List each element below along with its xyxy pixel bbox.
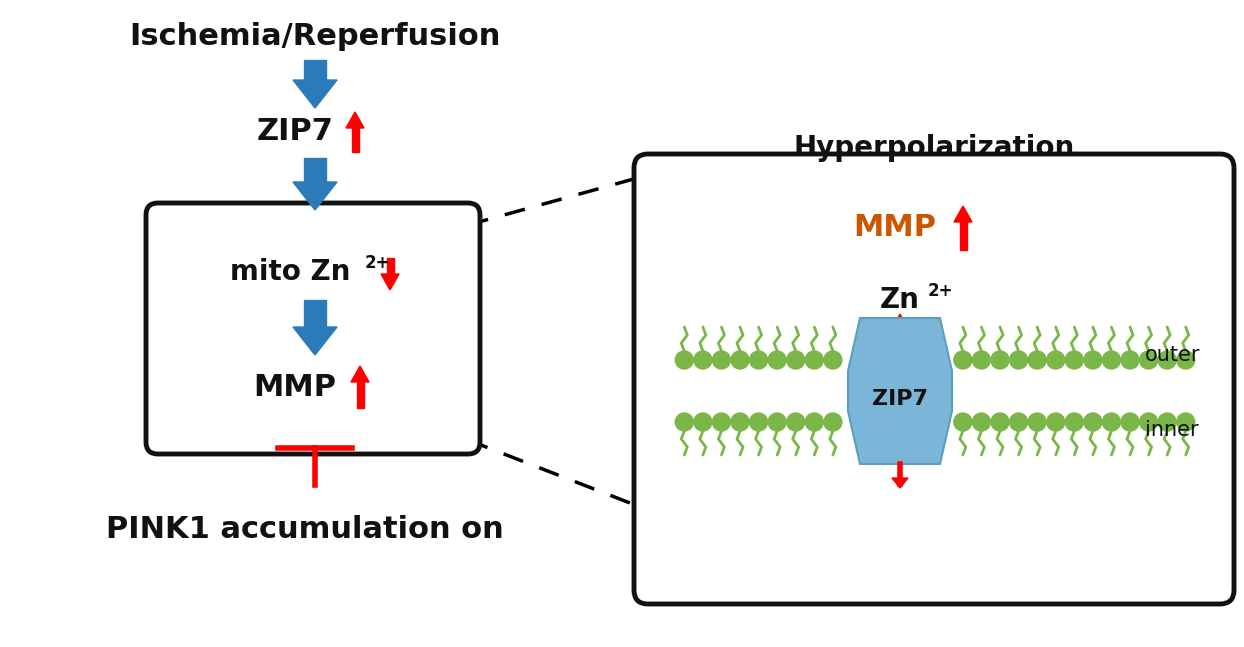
Circle shape [954, 351, 972, 369]
Circle shape [824, 413, 842, 431]
Text: Hyperpolarization: Hyperpolarization [794, 134, 1075, 162]
Polygon shape [892, 478, 908, 488]
Circle shape [1046, 351, 1065, 369]
Circle shape [973, 413, 990, 431]
Text: inner: inner [1144, 420, 1199, 440]
Polygon shape [294, 182, 337, 210]
Polygon shape [891, 314, 909, 330]
Polygon shape [954, 206, 972, 222]
Bar [304, 300, 326, 327]
Circle shape [973, 351, 990, 369]
FancyBboxPatch shape [146, 203, 480, 454]
Circle shape [1010, 351, 1028, 369]
Text: MMP: MMP [853, 214, 937, 243]
Text: PINK1 accumulation on: PINK1 accumulation on [106, 516, 504, 545]
Circle shape [1028, 413, 1046, 431]
Circle shape [1065, 351, 1084, 369]
Text: ZIP7: ZIP7 [256, 118, 333, 146]
Circle shape [1158, 413, 1176, 431]
Circle shape [786, 351, 805, 369]
Circle shape [991, 413, 1009, 431]
Circle shape [694, 351, 712, 369]
Circle shape [731, 351, 749, 369]
Polygon shape [294, 327, 337, 355]
Circle shape [1102, 413, 1121, 431]
Text: outer: outer [1144, 345, 1200, 365]
Circle shape [991, 351, 1009, 369]
Circle shape [1140, 413, 1158, 431]
Circle shape [954, 413, 972, 431]
Text: MMP: MMP [254, 373, 336, 402]
Circle shape [675, 351, 693, 369]
Circle shape [1010, 413, 1028, 431]
Circle shape [1084, 351, 1102, 369]
Circle shape [1158, 351, 1176, 369]
Circle shape [1065, 413, 1084, 431]
Polygon shape [848, 318, 952, 464]
Circle shape [786, 413, 805, 431]
Circle shape [1140, 351, 1158, 369]
Circle shape [805, 351, 824, 369]
Circle shape [713, 413, 730, 431]
Polygon shape [346, 112, 364, 128]
Circle shape [1046, 413, 1065, 431]
Circle shape [675, 413, 693, 431]
Circle shape [805, 413, 824, 431]
Circle shape [1084, 413, 1102, 431]
Circle shape [1121, 351, 1140, 369]
Text: 2+: 2+ [928, 282, 953, 300]
FancyBboxPatch shape [634, 154, 1234, 604]
Text: Zn: Zn [880, 286, 919, 314]
Bar [897, 330, 903, 355]
Bar [357, 382, 363, 408]
Circle shape [713, 351, 730, 369]
Text: 2+: 2+ [364, 254, 391, 272]
Circle shape [824, 351, 842, 369]
Polygon shape [381, 274, 399, 290]
Circle shape [768, 351, 786, 369]
Bar [387, 258, 393, 274]
Circle shape [750, 351, 768, 369]
Circle shape [1028, 351, 1046, 369]
Circle shape [1102, 351, 1121, 369]
Polygon shape [351, 366, 369, 382]
Bar [352, 128, 358, 152]
Circle shape [1177, 413, 1194, 431]
Circle shape [750, 413, 768, 431]
Bar [959, 222, 967, 250]
Circle shape [768, 413, 786, 431]
Circle shape [731, 413, 749, 431]
Circle shape [1177, 351, 1194, 369]
Bar [304, 158, 326, 182]
Circle shape [1121, 413, 1140, 431]
Bar [304, 60, 326, 80]
Polygon shape [294, 80, 337, 108]
Text: Ischemia/Reperfusion: Ischemia/Reperfusion [129, 22, 500, 51]
Circle shape [694, 413, 712, 431]
Text: mito Zn: mito Zn [230, 258, 351, 286]
Text: ZIP7: ZIP7 [872, 389, 928, 409]
